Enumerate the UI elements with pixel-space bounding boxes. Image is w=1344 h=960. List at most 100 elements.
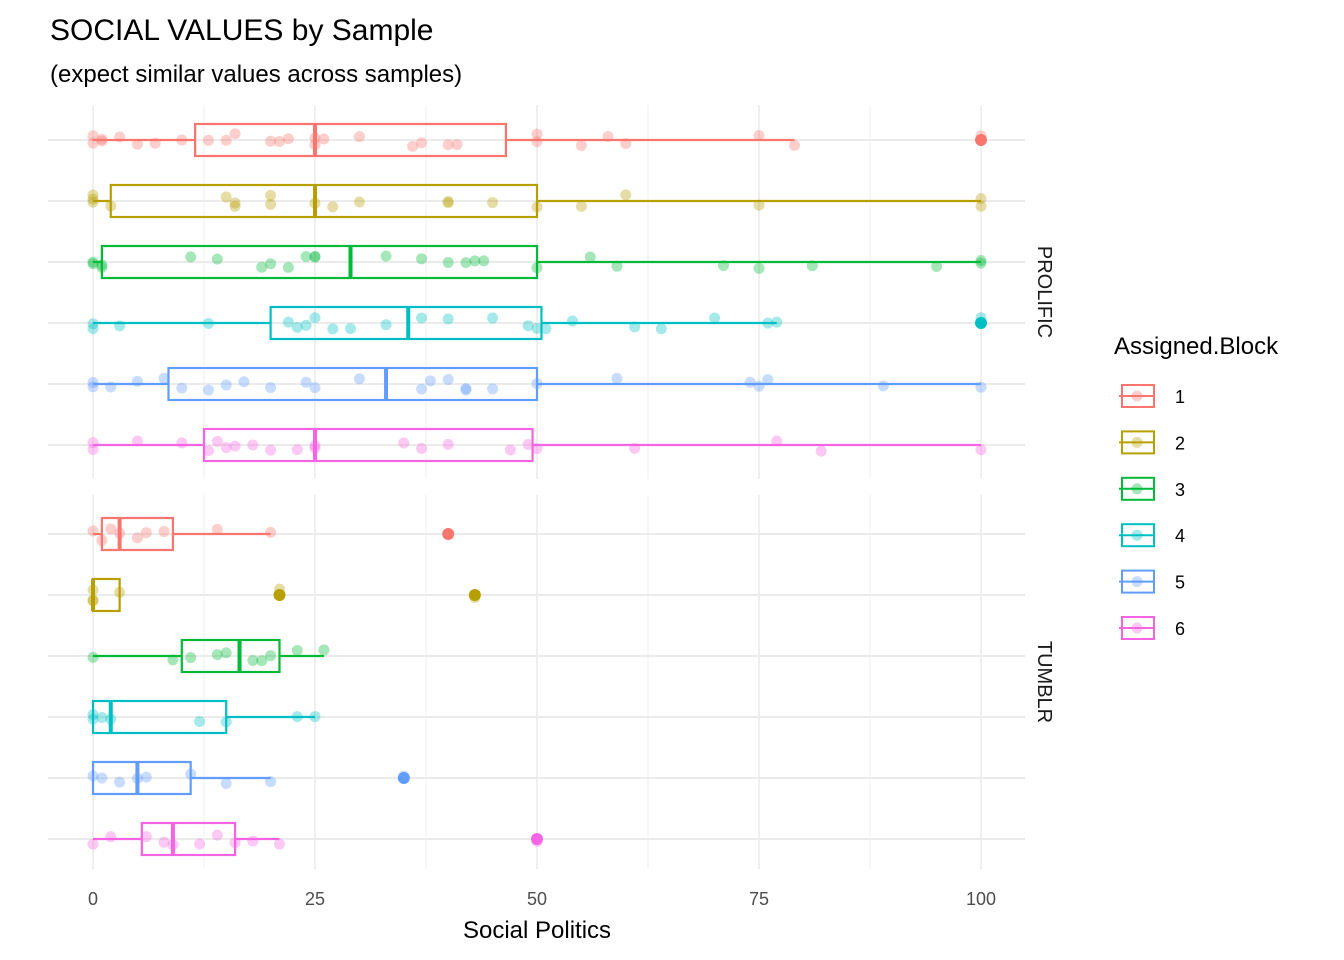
data-point — [753, 262, 765, 274]
data-point — [256, 261, 268, 273]
data-point — [140, 527, 152, 539]
data-point — [87, 838, 99, 850]
data-point — [131, 532, 143, 544]
data-point — [220, 777, 232, 789]
data-point — [407, 140, 419, 152]
data-point — [194, 838, 206, 850]
data-point — [131, 435, 143, 447]
boxplot-prolific-block-6 — [48, 427, 1025, 463]
facet-strip-label: PROLIFIC — [1033, 246, 1055, 338]
data-point — [211, 435, 223, 447]
box — [91, 699, 228, 735]
data-point — [87, 323, 99, 335]
data-point — [300, 319, 312, 331]
data-point — [265, 198, 277, 210]
data-point — [211, 829, 223, 841]
data-point — [442, 313, 454, 325]
data-point — [291, 444, 303, 456]
legend-item-2: 2 — [1119, 430, 1185, 455]
outlier-point — [397, 772, 410, 784]
boxplot-prolific-block-4 — [48, 305, 1025, 341]
data-point — [416, 383, 428, 395]
data-point — [442, 197, 454, 209]
data-point — [220, 191, 232, 203]
data-point — [309, 312, 321, 324]
boxplot-prolific-block-3 — [48, 244, 1025, 280]
box — [109, 183, 539, 219]
data-point — [87, 377, 99, 389]
data-point — [753, 380, 765, 392]
data-point — [211, 253, 223, 265]
data-point — [877, 380, 889, 392]
data-point — [931, 260, 943, 272]
data-point — [265, 650, 277, 662]
box — [91, 760, 192, 796]
data-point — [975, 193, 987, 205]
data-point — [451, 139, 463, 151]
data-point — [975, 257, 987, 269]
data-point — [522, 439, 534, 451]
data-point — [273, 135, 285, 147]
data-point — [575, 200, 587, 212]
data-point — [789, 139, 801, 151]
data-point — [176, 382, 188, 394]
legend-key-point — [1131, 529, 1143, 541]
data-point — [655, 323, 667, 335]
data-point — [575, 140, 587, 152]
data-point — [185, 251, 197, 263]
legend-item-5: 5 — [1119, 569, 1185, 594]
data-point — [87, 189, 99, 201]
data-point — [567, 315, 579, 327]
boxplot-prolific-block-2 — [48, 183, 1025, 219]
data-point — [762, 374, 774, 386]
data-point — [442, 139, 454, 151]
data-point — [442, 257, 454, 269]
box — [167, 366, 539, 402]
data-point — [380, 250, 392, 262]
legend-title: Assigned.Block — [1114, 333, 1279, 360]
data-point — [771, 435, 783, 447]
data-point — [380, 319, 392, 331]
legend-label: 5 — [1175, 573, 1185, 593]
data-point — [416, 253, 428, 265]
legend-label: 3 — [1175, 480, 1185, 500]
data-point — [416, 312, 428, 324]
data-point — [176, 437, 188, 449]
x-tick-label: 100 — [966, 889, 996, 909]
data-point — [442, 196, 454, 208]
outlier-point — [468, 589, 481, 601]
data-point — [282, 261, 294, 273]
data-point — [424, 375, 436, 387]
data-point — [185, 652, 197, 664]
legend-label: 1 — [1175, 387, 1185, 407]
chart-subtitle: (expect similar values across samples) — [50, 61, 462, 88]
legend-item-1: 1 — [1119, 384, 1185, 408]
outlier-point — [975, 317, 987, 329]
data-point — [158, 836, 170, 848]
data-point — [460, 257, 472, 269]
data-point — [318, 644, 330, 656]
legend-key-point — [1131, 576, 1143, 588]
data-point — [753, 130, 765, 142]
legend-key-point — [1131, 483, 1143, 495]
legend: Assigned.Block 1 2 3 4 5 6 — [1114, 333, 1279, 640]
data-point — [158, 526, 170, 538]
legend-key-point — [1131, 622, 1143, 634]
data-point — [114, 776, 126, 788]
data-point — [131, 138, 143, 150]
box — [202, 427, 534, 463]
data-point — [353, 373, 365, 385]
x-tick-label: 50 — [527, 889, 547, 909]
data-point — [87, 193, 99, 205]
data-point — [220, 442, 232, 454]
outlier-point — [273, 589, 286, 601]
data-point — [540, 323, 552, 335]
data-point — [469, 255, 481, 267]
data-point — [975, 200, 987, 212]
boxplot-tumblr-block-5 — [48, 760, 1025, 796]
data-point — [460, 384, 472, 396]
data-point — [531, 136, 543, 148]
data-point — [353, 131, 365, 143]
data-point — [229, 128, 241, 140]
data-point — [87, 196, 99, 208]
